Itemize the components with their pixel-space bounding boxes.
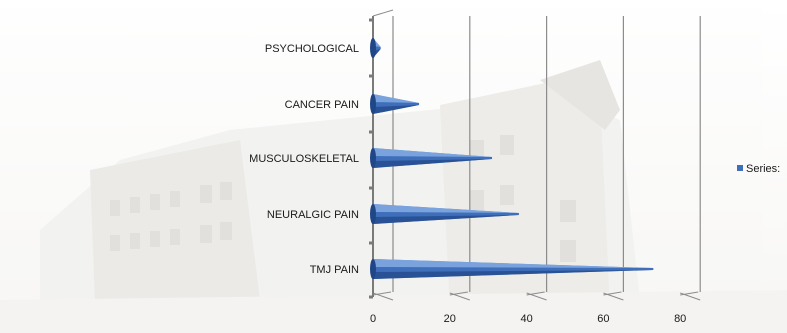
category-label-0: PSYCHOLOGICAL <box>265 43 359 55</box>
category-labels: PSYCHOLOGICAL CANCER PAIN MUSCULOSKELETAL N… <box>249 43 359 276</box>
category-label-2: MUSCULOSKELETAL <box>249 153 359 165</box>
x-tick-label-20: 20 <box>444 313 456 325</box>
x-tick-label-40: 40 <box>520 313 532 325</box>
gridline-slant-80 <box>680 291 699 296</box>
legend: Series: <box>737 163 780 175</box>
cone-bar-musculoskeletal <box>370 148 493 168</box>
gridline-slant-0 <box>372 291 392 296</box>
series-cones <box>370 38 654 279</box>
gridlines <box>372 16 701 301</box>
category-label-3: NEURALGIC PAIN <box>267 209 359 221</box>
x-tick-label-0: 0 <box>370 313 376 325</box>
x-tick-label-60: 60 <box>597 313 609 325</box>
gridline-slant-40 <box>526 291 545 296</box>
cone-bar-neuralgic-pain <box>370 204 519 224</box>
gridline-slant-60 <box>603 291 622 296</box>
legend-label: Series: <box>746 163 780 175</box>
cone-bar-psychological <box>370 38 381 58</box>
tick-labels: 0 20 40 60 80 <box>370 313 686 325</box>
gridline-slant-20 <box>449 291 468 296</box>
cone-bar-tmj-pain <box>370 259 654 279</box>
legend-swatch <box>737 165 743 171</box>
category-label-4: TMJ PAIN <box>310 264 359 276</box>
cone-bar-cancer-pain <box>370 94 420 114</box>
axis-top-edge <box>372 9 394 17</box>
x-tick-label-80: 80 <box>674 313 686 325</box>
category-label-1: CANCER PAIN <box>285 99 359 111</box>
